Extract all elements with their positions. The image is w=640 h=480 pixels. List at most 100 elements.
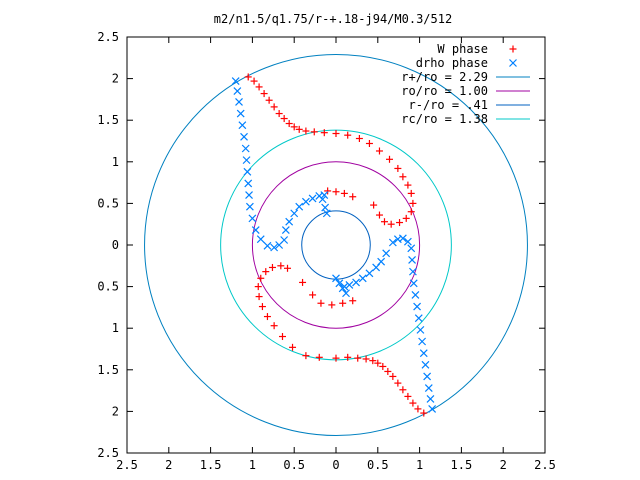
drho-phase-point [251,226,260,234]
w-phase-point [258,303,266,311]
w-phase-point [362,355,370,363]
w-phase-point [340,189,348,197]
drho-phase-point [245,202,254,211]
drho-phase-point [231,77,240,86]
w-phase-point [317,299,325,307]
drho-phase-point [318,195,327,204]
x-tick-label: 1.5 [200,458,222,472]
drho-phase-point [403,237,412,246]
drho-phase-point [393,235,402,244]
w-phase-point [310,128,318,136]
drho-phase-point [426,394,435,403]
w-phase-point [402,214,410,222]
w-phase-point [289,343,297,351]
x-tick-label: 0.5 [367,458,389,472]
drho-phase-point [345,281,354,289]
w-phase-point [270,322,278,330]
w-phase-point [365,139,373,147]
drho-phase-point [423,372,432,381]
legend-label: r+/ro = 2.29 [401,70,488,84]
w-phase-point [255,83,263,91]
w-phase-point [284,264,292,272]
w-phase-point [260,90,268,98]
drho-phase-point [335,279,344,288]
drho-phase-point [428,404,437,413]
w-phase-point [407,208,415,216]
drho-phase-point [241,144,250,153]
w-phase-point [277,262,285,270]
w-phase-point [389,372,397,380]
legend-sample-marker [509,59,517,67]
x-tick-label: 1.5 [451,458,473,472]
w-phase-point [302,352,310,360]
w-phase-point [375,147,383,155]
drho-phase-point [365,269,374,278]
w-phase-point [414,405,422,413]
y-tick-label: 1.5 [97,113,119,127]
y-tick-label: 0.5 [97,196,119,210]
drho-phase-point [408,256,417,264]
drho-phase-point [233,87,242,96]
w-phase-point [270,103,278,111]
drho-phase-point [281,226,290,234]
drho-phase-point [413,302,422,311]
w-phase-point [244,73,252,81]
y-tick-label: 2 [112,72,119,86]
w-phase-point [344,353,352,361]
legend-label: ro/ro = 1.00 [401,84,488,98]
w-phase-point [409,199,417,207]
w-phase-point [370,201,378,209]
w-phase-point [399,173,407,181]
w-phase-point [315,353,323,361]
w-phase-point [386,155,394,163]
w-phase-point [302,127,310,135]
drho-phase-point [320,191,329,200]
x-tick-label: 0 [332,458,339,472]
y-tick-label: 1.5 [97,363,119,377]
w-phase-point [295,125,303,133]
w-phase-point [404,392,412,400]
drho-phase-point [416,325,425,334]
drho-phase-point [421,360,430,369]
y-tick-label: 0.5 [97,280,119,294]
w-phase-point [254,283,262,291]
circle-1 [251,161,421,329]
drho-phase-point [321,203,330,212]
circle-2-29 [144,53,528,437]
circle-0-41 [301,210,371,280]
drho-phase-point [308,194,317,203]
drho-phase-point [242,156,251,165]
w-phase-point [255,293,263,301]
y-tick-label: 2 [112,404,119,418]
w-phase-point [339,299,347,307]
drho-phase-point [322,209,331,218]
drho-phase-point [285,217,294,226]
drho-phase-point [408,267,417,276]
w-phase-point [332,354,340,362]
w-phase-point [355,135,363,143]
drho-phase-point [244,179,253,188]
drho-phase-point [235,97,243,106]
drho-phase-point [388,238,397,247]
w-phase-point [374,359,382,367]
w-phase-point [309,291,317,299]
drho-phase-point [372,263,381,272]
x-tick-label: 2.5 [116,458,138,472]
drho-phase-point [301,197,310,206]
w-phase-point [394,164,402,172]
chart-title: m2/n1.5/q1.75/r-+.18-j94/M0.3/512 [214,12,452,26]
y-tick-label: 1 [112,321,119,335]
w-phase-point [396,219,404,227]
x-tick-label: 0.5 [283,458,305,472]
drho-phase-point [424,384,433,393]
w-phase-point [275,110,283,118]
legend-label: rc/ro = 1.38 [401,112,488,126]
drho-phase-point [382,249,391,258]
w-phase-point [265,96,273,104]
drho-phase-point [236,109,245,118]
w-phase-point [407,189,415,197]
w-phase-point [263,313,271,321]
drho-phase-point [243,167,252,176]
